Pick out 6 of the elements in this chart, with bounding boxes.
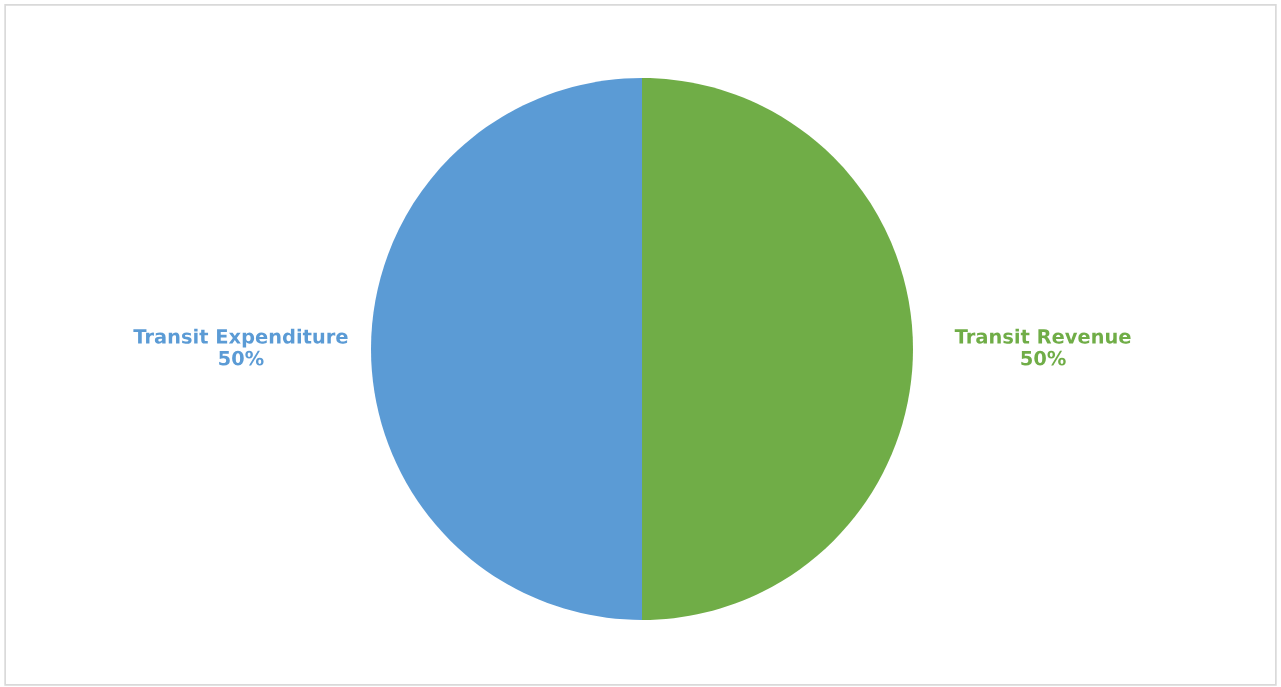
slice-label: Transit Expenditure — [133, 328, 348, 348]
pie-slice — [371, 78, 642, 620]
data-label: 50% — [1021, 350, 1066, 366]
data-label: 50% — [219, 350, 264, 366]
slice-label: Transit Revenue — [954, 328, 1131, 344]
pie-slice — [642, 78, 913, 620]
